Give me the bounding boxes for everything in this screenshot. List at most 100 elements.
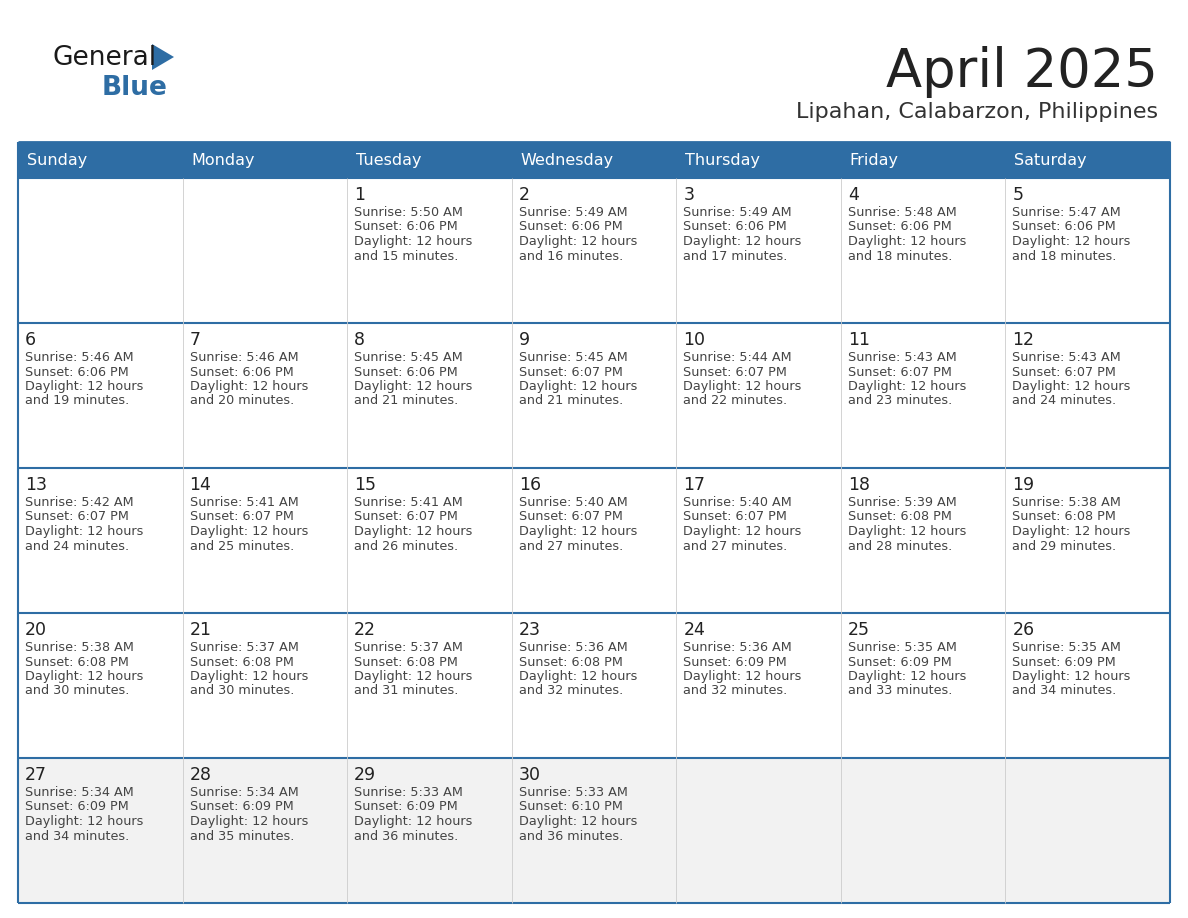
Text: 27: 27: [25, 766, 48, 784]
Text: 2: 2: [519, 186, 530, 204]
Text: Daylight: 12 hours: Daylight: 12 hours: [1012, 380, 1131, 393]
Text: General: General: [52, 45, 156, 71]
Text: Friday: Friday: [849, 153, 899, 169]
Text: 9: 9: [519, 331, 530, 349]
Text: 20: 20: [25, 621, 48, 639]
Text: 14: 14: [190, 476, 211, 494]
Bar: [841, 142, 1005, 178]
Text: Sunrise: 5:47 AM: Sunrise: 5:47 AM: [1012, 206, 1121, 219]
Bar: [18, 142, 183, 178]
Text: Daylight: 12 hours: Daylight: 12 hours: [190, 525, 308, 538]
Text: Sunset: 6:09 PM: Sunset: 6:09 PM: [354, 800, 457, 813]
Text: and 20 minutes.: and 20 minutes.: [190, 395, 293, 408]
Text: Sunrise: 5:45 AM: Sunrise: 5:45 AM: [519, 351, 627, 364]
Text: Sunset: 6:06 PM: Sunset: 6:06 PM: [25, 365, 128, 378]
Text: and 19 minutes.: and 19 minutes.: [25, 395, 129, 408]
Text: and 26 minutes.: and 26 minutes.: [354, 540, 459, 553]
Text: 23: 23: [519, 621, 541, 639]
Text: and 28 minutes.: and 28 minutes.: [848, 540, 952, 553]
Text: Sunset: 6:08 PM: Sunset: 6:08 PM: [190, 655, 293, 668]
Text: 4: 4: [848, 186, 859, 204]
Text: Blue: Blue: [102, 75, 168, 101]
Text: Sunrise: 5:46 AM: Sunrise: 5:46 AM: [25, 351, 133, 364]
Text: and 32 minutes.: and 32 minutes.: [683, 685, 788, 698]
Text: Daylight: 12 hours: Daylight: 12 hours: [683, 670, 802, 683]
Text: Sunset: 6:06 PM: Sunset: 6:06 PM: [354, 365, 457, 378]
Text: Sunrise: 5:36 AM: Sunrise: 5:36 AM: [519, 641, 627, 654]
Text: Sunset: 6:09 PM: Sunset: 6:09 PM: [25, 800, 128, 813]
Text: Monday: Monday: [191, 153, 255, 169]
Text: Lipahan, Calabarzon, Philippines: Lipahan, Calabarzon, Philippines: [796, 102, 1158, 122]
Text: Sunset: 6:07 PM: Sunset: 6:07 PM: [519, 365, 623, 378]
Text: 8: 8: [354, 331, 365, 349]
Text: Sunset: 6:07 PM: Sunset: 6:07 PM: [354, 510, 459, 523]
Text: 6: 6: [25, 331, 36, 349]
Text: Sunrise: 5:39 AM: Sunrise: 5:39 AM: [848, 496, 956, 509]
Text: Daylight: 12 hours: Daylight: 12 hours: [848, 670, 966, 683]
Text: and 32 minutes.: and 32 minutes.: [519, 685, 623, 698]
Text: Daylight: 12 hours: Daylight: 12 hours: [354, 815, 473, 828]
Text: 28: 28: [190, 766, 211, 784]
Bar: [18, 758, 1170, 903]
Text: Sunrise: 5:33 AM: Sunrise: 5:33 AM: [354, 786, 463, 799]
Text: Daylight: 12 hours: Daylight: 12 hours: [190, 380, 308, 393]
Text: Sunrise: 5:38 AM: Sunrise: 5:38 AM: [1012, 496, 1121, 509]
Text: Sunrise: 5:42 AM: Sunrise: 5:42 AM: [25, 496, 133, 509]
Text: Sunrise: 5:41 AM: Sunrise: 5:41 AM: [354, 496, 463, 509]
Text: Sunset: 6:07 PM: Sunset: 6:07 PM: [683, 365, 788, 378]
Text: and 17 minutes.: and 17 minutes.: [683, 250, 788, 263]
Text: Sunrise: 5:50 AM: Sunrise: 5:50 AM: [354, 206, 463, 219]
Text: and 24 minutes.: and 24 minutes.: [1012, 395, 1117, 408]
Bar: [18, 613, 1170, 758]
Text: and 36 minutes.: and 36 minutes.: [354, 830, 459, 843]
Text: and 15 minutes.: and 15 minutes.: [354, 250, 459, 263]
Bar: [347, 142, 512, 178]
Text: 15: 15: [354, 476, 377, 494]
Text: Sunset: 6:09 PM: Sunset: 6:09 PM: [190, 800, 293, 813]
Text: Daylight: 12 hours: Daylight: 12 hours: [190, 670, 308, 683]
Text: and 29 minutes.: and 29 minutes.: [1012, 540, 1117, 553]
Text: Sunset: 6:09 PM: Sunset: 6:09 PM: [848, 655, 952, 668]
Text: Sunday: Sunday: [27, 153, 87, 169]
Text: and 30 minutes.: and 30 minutes.: [25, 685, 129, 698]
Text: Sunrise: 5:35 AM: Sunrise: 5:35 AM: [848, 641, 956, 654]
Text: and 35 minutes.: and 35 minutes.: [190, 830, 293, 843]
Text: and 33 minutes.: and 33 minutes.: [848, 685, 953, 698]
Text: Sunrise: 5:35 AM: Sunrise: 5:35 AM: [1012, 641, 1121, 654]
Bar: [183, 142, 347, 178]
Text: 25: 25: [848, 621, 870, 639]
Text: Sunrise: 5:48 AM: Sunrise: 5:48 AM: [848, 206, 956, 219]
Text: Daylight: 12 hours: Daylight: 12 hours: [25, 670, 144, 683]
Text: and 30 minutes.: and 30 minutes.: [190, 685, 293, 698]
Text: Sunset: 6:07 PM: Sunset: 6:07 PM: [519, 510, 623, 523]
Text: 3: 3: [683, 186, 694, 204]
Text: 16: 16: [519, 476, 541, 494]
Text: Sunrise: 5:43 AM: Sunrise: 5:43 AM: [1012, 351, 1121, 364]
Text: Sunset: 6:08 PM: Sunset: 6:08 PM: [25, 655, 128, 668]
Bar: [18, 178, 1170, 323]
Text: Daylight: 12 hours: Daylight: 12 hours: [519, 380, 637, 393]
Text: Daylight: 12 hours: Daylight: 12 hours: [848, 525, 966, 538]
Text: 30: 30: [519, 766, 541, 784]
Text: Sunset: 6:09 PM: Sunset: 6:09 PM: [683, 655, 786, 668]
Text: Sunset: 6:10 PM: Sunset: 6:10 PM: [519, 800, 623, 813]
Text: Daylight: 12 hours: Daylight: 12 hours: [25, 380, 144, 393]
Text: Sunrise: 5:37 AM: Sunrise: 5:37 AM: [354, 641, 463, 654]
Text: Sunset: 6:08 PM: Sunset: 6:08 PM: [519, 655, 623, 668]
Text: Sunrise: 5:34 AM: Sunrise: 5:34 AM: [190, 786, 298, 799]
Text: Sunset: 6:06 PM: Sunset: 6:06 PM: [848, 220, 952, 233]
Text: Daylight: 12 hours: Daylight: 12 hours: [1012, 235, 1131, 248]
Text: 19: 19: [1012, 476, 1035, 494]
Text: Sunrise: 5:40 AM: Sunrise: 5:40 AM: [519, 496, 627, 509]
Text: 26: 26: [1012, 621, 1035, 639]
Text: Daylight: 12 hours: Daylight: 12 hours: [25, 815, 144, 828]
Text: 24: 24: [683, 621, 706, 639]
Text: 1: 1: [354, 186, 365, 204]
Text: Sunset: 6:06 PM: Sunset: 6:06 PM: [519, 220, 623, 233]
Text: Sunrise: 5:38 AM: Sunrise: 5:38 AM: [25, 641, 134, 654]
Text: Daylight: 12 hours: Daylight: 12 hours: [519, 670, 637, 683]
Bar: [1005, 142, 1170, 178]
Text: and 34 minutes.: and 34 minutes.: [1012, 685, 1117, 698]
Text: Sunset: 6:07 PM: Sunset: 6:07 PM: [683, 510, 788, 523]
Polygon shape: [152, 44, 173, 70]
